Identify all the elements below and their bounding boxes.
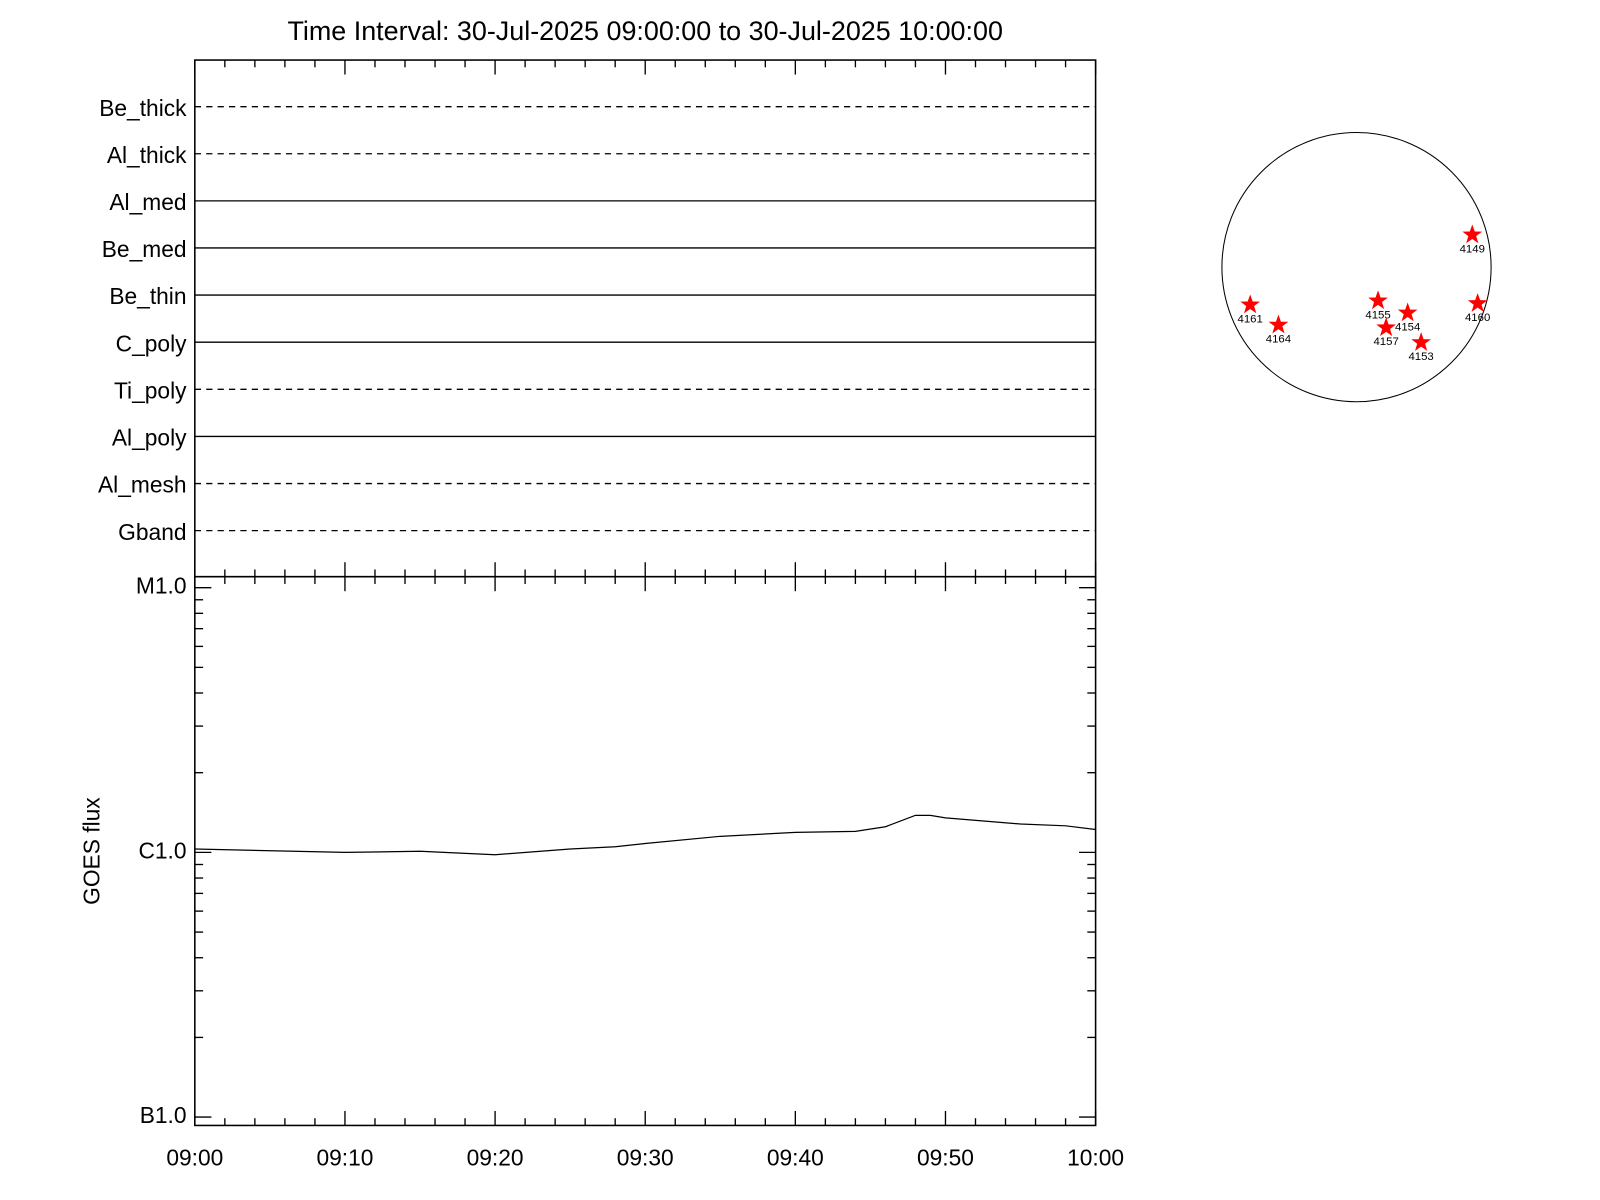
x-tick-label: 09:50 [917,1145,974,1171]
x-tick-label: 10:00 [1067,1145,1124,1171]
filter-label: Be_thick [99,95,187,121]
x-tick-label: 09:00 [166,1145,223,1171]
x-tick-label: 09:20 [467,1145,524,1171]
filter-label: Al_poly [112,425,187,451]
region-marker [1368,290,1388,310]
filter-label: C_poly [116,330,187,356]
x-tick-label: 09:10 [316,1145,373,1171]
region-marker [1240,294,1261,314]
region-label: 4149 [1460,243,1485,255]
y-axis-label: GOES flux [78,797,104,905]
x-tick-label: 09:30 [617,1145,674,1171]
region-label: 4164 [1266,333,1291,345]
y-tick-label: B1.0 [140,1102,187,1128]
region-label: 4157 [1373,336,1398,348]
chart-title: Time Interval: 30-Jul-2025 09:00:00 to 3… [287,16,1002,46]
region-marker [1376,317,1396,337]
filter-label: Be_med [102,236,187,262]
region-label: 4155 [1365,309,1390,321]
region-marker [1268,314,1289,334]
filter-label: Be_thin [109,283,186,309]
y-tick-label: C1.0 [138,837,186,863]
region-marker [1411,332,1431,351]
filter-label: Gband [118,519,186,545]
filter-label: Al_med [109,189,186,215]
x-tick-label: 09:40 [767,1145,824,1171]
region-label: 4160 [1465,312,1490,324]
y-tick-label: M1.0 [136,573,187,599]
region-label: 4153 [1408,351,1433,363]
region-marker [1397,302,1418,322]
region-label: 4161 [1238,313,1263,325]
solar-disk [1221,132,1492,403]
region-marker [1462,224,1483,244]
filter-label: Al_mesh [98,472,187,498]
filter-label: Al_thick [107,142,187,168]
region-marker [1467,293,1488,312]
region-label: 4154 [1395,321,1420,333]
filter-label: Ti_poly [114,377,187,403]
goes-curve [194,814,1096,856]
